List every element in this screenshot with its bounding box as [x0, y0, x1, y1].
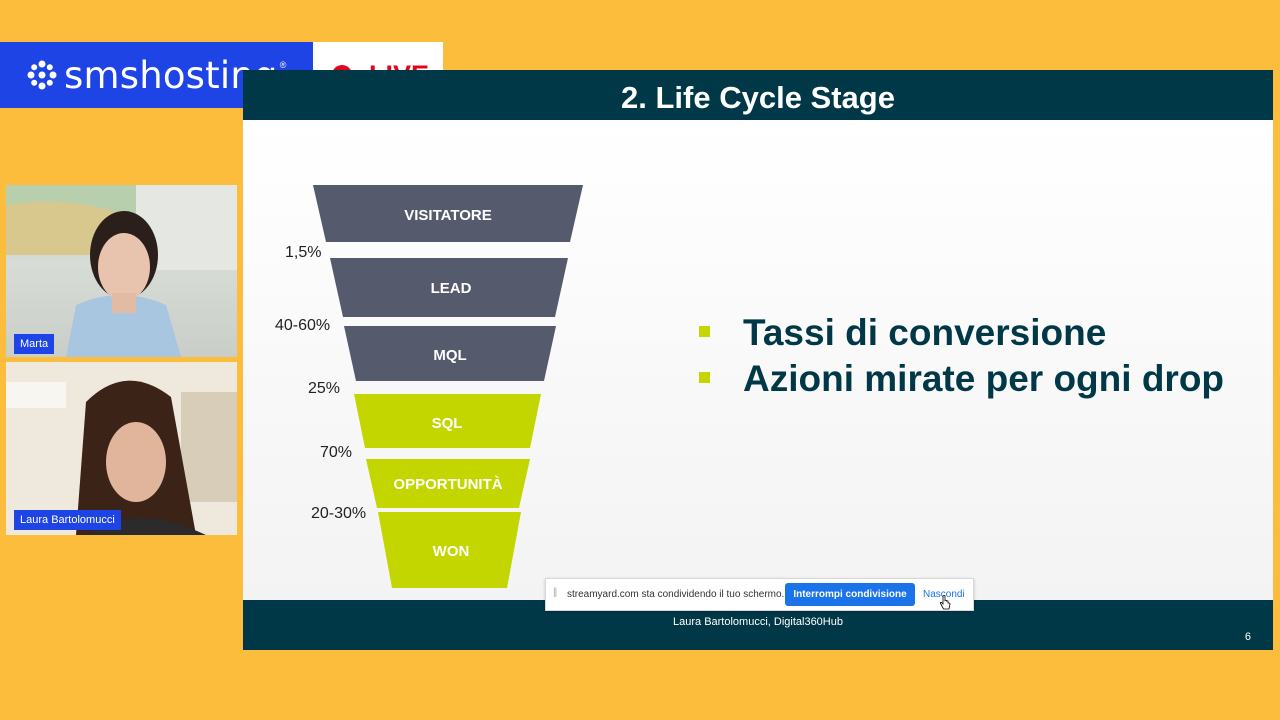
conversion-rate-mql-sql: 25%: [308, 380, 341, 397]
slide-title: 2. Life Cycle Stage: [243, 70, 1273, 120]
hide-link[interactable]: Nascondi: [923, 589, 965, 600]
slide-footer-author: Laura Bartolomucci, Digital360Hub: [673, 616, 843, 628]
slide-body: VISITATORE LEAD MQL SQL OPPORTUNITÀ WON …: [243, 120, 1273, 600]
flower-dots-icon: [27, 60, 57, 90]
funnel-label-won: WON: [433, 543, 470, 560]
funnel-label-sql: SQL: [432, 415, 463, 432]
funnel-diagram: VISITATORE LEAD MQL SQL OPPORTUNITÀ WON: [313, 185, 583, 588]
participant-video-image: [6, 362, 237, 535]
bullet-square-icon: [699, 372, 710, 383]
funnel-stage-mql: [344, 326, 556, 381]
funnel-stage-lead: [330, 258, 568, 317]
funnel-stage-won: [378, 512, 521, 588]
funnel-label-mql: MQL: [433, 347, 466, 364]
participant-name-tag: Laura Bartolomucci: [14, 510, 121, 530]
participant-video-marta[interactable]: Marta: [6, 185, 237, 357]
bullet-text: Tassi di conversione: [743, 312, 1107, 353]
bullet-text: Azioni mirate per ogni drop: [743, 358, 1225, 399]
participant-name-tag: Marta: [14, 334, 55, 354]
conversion-rate-lead-mql: 40-60%: [275, 317, 331, 334]
funnel-label-visitatore: VISITATORE: [404, 207, 492, 224]
screen-share-bar: || streamyard.com sta condividendo il tu…: [545, 578, 974, 611]
bullet-item: Tassi di conversione: [695, 310, 1255, 356]
funnel-label-opportunita: OPPORTUNITÀ: [393, 476, 502, 493]
share-message: streamyard.com sta condividendo il tuo s…: [567, 589, 785, 600]
funnel-label-lead: LEAD: [431, 280, 472, 297]
stop-sharing-button[interactable]: Interrompi condivisione: [785, 583, 915, 606]
funnel-stage-visitatore: [313, 185, 583, 242]
shared-slide: 2. Life Cycle Stage VISITATORE LEAD MQL …: [243, 70, 1273, 650]
bullet-square-icon: [699, 326, 710, 337]
conversion-rate-visitatore-lead: 1,5%: [285, 244, 322, 261]
brand-name: smshosting: [64, 53, 278, 97]
conversion-rate-sql-opportunita: 70%: [320, 444, 353, 461]
funnel-stage-opportunita: [366, 459, 530, 508]
participant-video-laura[interactable]: Laura Bartolomucci: [6, 362, 237, 535]
bullet-item: Azioni mirate per ogni drop: [695, 356, 1255, 402]
slide-page-number: 6: [1244, 631, 1251, 643]
hand-cursor-icon: [939, 595, 951, 610]
funnel-stage-sql: [354, 394, 541, 448]
drag-handle-icon[interactable]: ||: [553, 587, 557, 598]
registered-mark: ®: [279, 60, 287, 70]
slide-bullets: Tassi di conversione Azioni mirate per o…: [695, 310, 1255, 402]
participant-video-image: [6, 185, 237, 357]
conversion-rate-opportunita-won: 20-30%: [311, 505, 367, 522]
